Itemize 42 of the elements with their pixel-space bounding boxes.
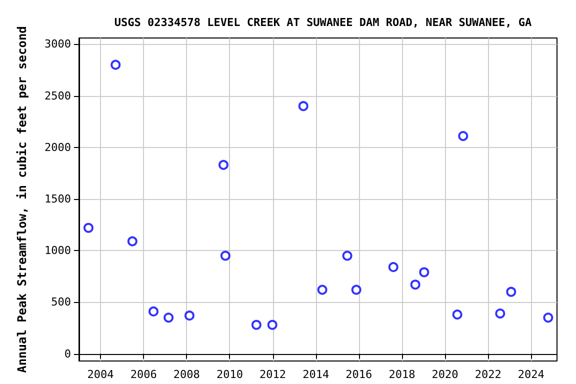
x-tick-label: 2020: [432, 368, 458, 381]
point: [388, 262, 398, 272]
y-tick-label: 1000: [44, 244, 71, 258]
point: [148, 306, 158, 316]
point: [267, 320, 278, 330]
point: [351, 284, 362, 295]
point: [458, 131, 468, 142]
point: [164, 312, 174, 323]
point: [506, 286, 516, 297]
y-tick-label: 2500: [44, 89, 71, 102]
point: [410, 280, 420, 290]
x-tick-label: 2024: [518, 368, 545, 381]
x-tick-label: 2010: [216, 368, 243, 381]
point: [184, 310, 194, 321]
x-tick-label: 2014: [302, 368, 330, 381]
y-tick-label: 500: [51, 296, 71, 309]
y-tick-label: 0: [64, 347, 71, 360]
x-tick-label: 2012: [260, 368, 286, 381]
y-tick-label: 3000: [44, 38, 71, 51]
point: [452, 310, 462, 320]
point: [83, 222, 94, 233]
x-tick-label: 2006: [130, 368, 157, 381]
point: [495, 308, 506, 319]
point: [220, 250, 230, 261]
x-tick-label: 2022: [474, 368, 502, 381]
point: [543, 312, 554, 323]
x-tick-label: 2016: [346, 368, 372, 381]
x-tick-label: 2008: [173, 368, 200, 381]
y-axis-title: Annual Peak Streamflow, in cubic feet per second: [15, 26, 29, 373]
point: [317, 284, 328, 295]
point: [218, 160, 228, 170]
y-tick-label: 2000: [44, 140, 71, 154]
x-tick-label: 2004: [87, 368, 114, 381]
point: [251, 320, 262, 330]
x-tick-label: 2018: [388, 368, 416, 381]
chart-title: USGS 02334578 LEVEL CREEK AT SUWANEE DAM ROAD, NEAR SUWANEE, GA: [114, 16, 532, 29]
point: [298, 101, 308, 112]
point: [110, 60, 121, 70]
point: [419, 267, 430, 278]
point: [127, 236, 138, 246]
y-tick-label: 1500: [44, 192, 71, 206]
point: [342, 250, 352, 261]
